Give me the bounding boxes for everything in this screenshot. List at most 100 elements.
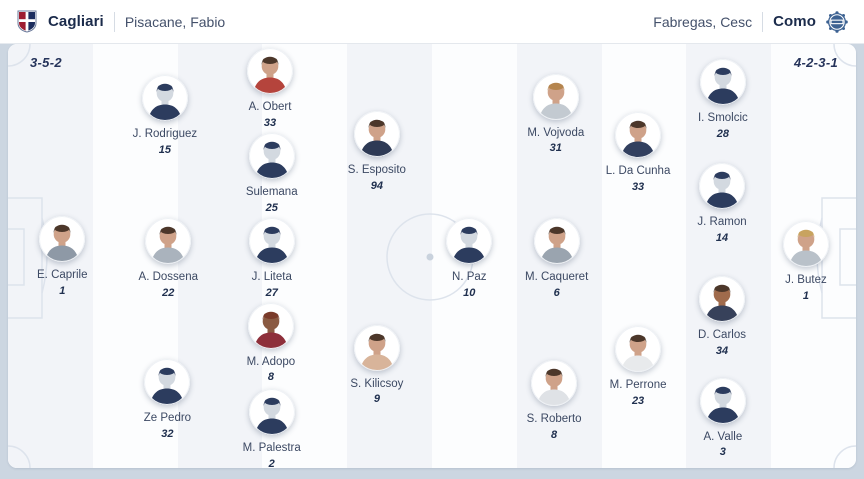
home-coach-name: Pisacane, Fabio: [124, 13, 226, 30]
player-name: A. Dossena: [138, 271, 198, 283]
como-crest-icon[interactable]: [826, 10, 848, 34]
player-number: 33: [263, 116, 277, 129]
player-name: S. Roberto: [526, 413, 582, 426]
player-number: 23: [631, 394, 645, 407]
player-avatar-icon[interactable]: [248, 218, 295, 264]
player-name: J. Liteta: [251, 271, 292, 283]
player-home[interactable]: Sulemana 25: [217, 133, 327, 214]
player-avatar-icon[interactable]: [141, 75, 188, 122]
player-number: 33: [631, 180, 645, 193]
player-avatar-icon[interactable]: [353, 111, 400, 158]
player-away[interactable]: I. Smolcic 28: [668, 59, 778, 140]
player-number: 25: [265, 201, 278, 214]
player-number: 94: [370, 179, 383, 192]
player-home[interactable]: E. Caprile 1: [8, 215, 117, 297]
player-number: 22: [162, 286, 175, 299]
player-name: Ze Pedro: [143, 412, 192, 425]
player-number: 34: [715, 344, 729, 357]
player-away[interactable]: J. Butez 1: [751, 220, 856, 302]
player-number: 8: [551, 428, 558, 441]
player-away[interactable]: N. Paz 10: [414, 218, 524, 299]
player-number: 14: [715, 231, 729, 244]
player-avatar-icon[interactable]: [446, 218, 493, 264]
player-number: 32: [161, 427, 174, 440]
player-name: A. Valle: [703, 430, 743, 443]
player-away[interactable]: M. Vojvoda 31: [501, 73, 611, 155]
player-avatar-icon[interactable]: [699, 162, 746, 209]
player-number: 1: [802, 289, 810, 302]
player-away[interactable]: S. Roberto 8: [499, 360, 609, 441]
player-number: 2: [268, 457, 275, 468]
player-number: 3: [719, 446, 726, 459]
player-name: M. Vojvoda: [527, 126, 585, 139]
player-avatar-icon[interactable]: [615, 326, 662, 373]
player-name: S. Esposito: [347, 164, 406, 177]
player-avatar-icon[interactable]: [699, 377, 746, 424]
player-avatar-icon[interactable]: [248, 388, 295, 435]
away-team-block: Fabregas, Cesc Como: [653, 10, 848, 34]
player-avatar-icon[interactable]: [39, 215, 86, 262]
player-home[interactable]: S. Esposito 94: [322, 111, 432, 192]
player-name: J. Butez: [785, 273, 827, 286]
player-number: 1: [59, 284, 66, 297]
player-name: M. Perrone: [609, 379, 667, 392]
player-avatar-icon[interactable]: [699, 276, 746, 323]
player-avatar-icon[interactable]: [144, 359, 191, 406]
header-divider: [113, 11, 115, 32]
home-formation-label: 3-5-2: [30, 55, 62, 70]
player-name: A. Obert: [248, 100, 292, 113]
player-avatar-icon[interactable]: [533, 218, 580, 264]
player-home[interactable]: M. Palestra 2: [217, 388, 327, 468]
player-avatar-icon[interactable]: [615, 112, 662, 158]
player-name: L. Da Cunha: [605, 165, 671, 177]
player-home[interactable]: A. Obert 33: [215, 47, 325, 129]
player-name: I. Smolcic: [697, 112, 748, 124]
player-away[interactable]: A. Valle 3: [668, 377, 778, 459]
player-name: J. Rodriguez: [132, 128, 198, 141]
player-name: M. Adopo: [246, 355, 296, 368]
player-home[interactable]: S. Kilicsoy 9: [322, 324, 432, 406]
player-home[interactable]: J. Rodriguez 15: [110, 75, 220, 156]
player-name: Sulemana: [245, 186, 298, 199]
player-name: E. Caprile: [37, 268, 88, 281]
player-avatar-icon[interactable]: [532, 73, 579, 120]
player-avatar-icon[interactable]: [531, 360, 578, 407]
player-number: 31: [549, 142, 562, 155]
player-number: 27: [265, 286, 278, 299]
header-divider: [762, 11, 764, 32]
player-avatar-icon[interactable]: [247, 47, 294, 94]
player-home[interactable]: Ze Pedro 32: [112, 359, 222, 440]
player-avatar-icon[interactable]: [145, 218, 192, 264]
player-home[interactable]: J. Liteta 27: [217, 218, 327, 299]
player-away[interactable]: J. Ramon 14: [667, 162, 777, 244]
player-away[interactable]: L. Da Cunha 33: [583, 112, 693, 193]
player-avatar-icon[interactable]: [353, 324, 400, 371]
player-number: 6: [553, 286, 560, 299]
player-number: 28: [716, 127, 729, 140]
player-away[interactable]: M. Caqueret 6: [502, 218, 612, 299]
player-avatar-icon[interactable]: [782, 220, 829, 267]
player-name: M. Palestra: [242, 441, 301, 454]
player-name: S. Kilicsoy: [350, 377, 404, 390]
home-team-name[interactable]: Cagliari: [48, 13, 104, 30]
player-home[interactable]: M. Adopo 8: [216, 302, 326, 384]
football-pitch: 3-5-2 4-2-3-1 E. Caprile 1 J. Rodriguez 15: [8, 44, 856, 468]
player-name: M. Caqueret: [525, 271, 589, 283]
player-number: 9: [373, 393, 380, 406]
player-name: J. Ramon: [697, 215, 747, 228]
player-number: 8: [267, 371, 274, 384]
away-team-name[interactable]: Como: [773, 13, 816, 30]
home-team-block: Cagliari Pisacane, Fabio: [16, 10, 225, 34]
away-formation-label: 4-2-3-1: [793, 55, 838, 70]
player-avatar-icon[interactable]: [247, 302, 294, 349]
player-avatar-icon[interactable]: [699, 59, 746, 105]
player-away[interactable]: M. Perrone 23: [583, 326, 693, 407]
player-number: 10: [463, 286, 476, 299]
player-avatar-icon[interactable]: [248, 133, 295, 180]
player-away[interactable]: D. Carlos 34: [667, 276, 777, 357]
player-home[interactable]: A. Dossena 22: [113, 218, 223, 299]
cagliari-crest-icon[interactable]: [16, 10, 38, 34]
away-coach-name: Fabregas, Cesc: [653, 13, 753, 30]
lineups-header: Cagliari Pisacane, Fabio Fabregas, Cesc …: [0, 0, 864, 44]
